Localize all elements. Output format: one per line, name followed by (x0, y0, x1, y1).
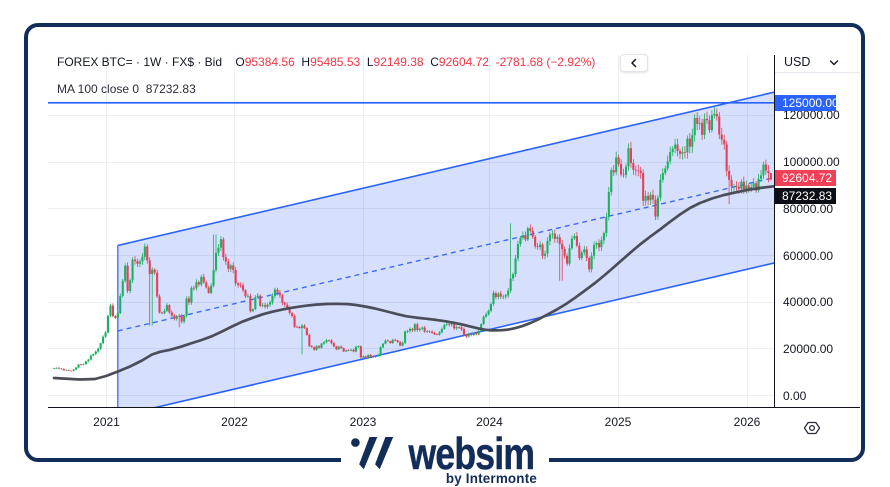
svg-text:websim: websim (408, 429, 535, 479)
svg-text:by Intermonte: by Intermonte (446, 471, 537, 486)
